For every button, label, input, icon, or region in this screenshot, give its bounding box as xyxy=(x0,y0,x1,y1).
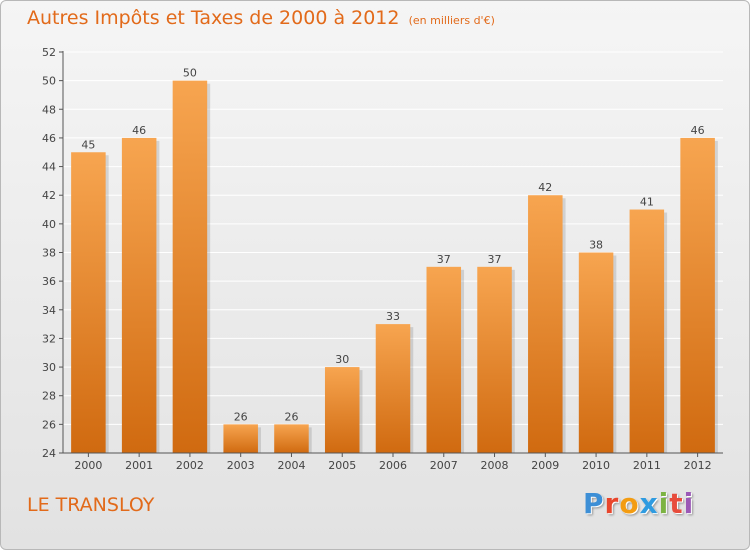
bar xyxy=(578,252,614,453)
y-tick-label: 52 xyxy=(42,46,56,59)
y-tick-label: 40 xyxy=(42,218,56,231)
data-label: 30 xyxy=(335,353,349,366)
x-tick-label: 2012 xyxy=(684,459,712,472)
y-tick-label: 50 xyxy=(42,75,56,88)
x-tick-label: 2004 xyxy=(277,459,305,472)
y-tick-label: 48 xyxy=(42,103,56,116)
bar xyxy=(680,137,715,453)
data-label: 46 xyxy=(132,124,146,137)
x-tick-label: 2002 xyxy=(176,459,204,472)
y-tick-label: 46 xyxy=(42,132,56,145)
data-label: 26 xyxy=(284,410,298,423)
bar xyxy=(528,195,563,453)
axes xyxy=(59,51,723,457)
logo-letter: o xyxy=(619,487,640,520)
data-label: 41 xyxy=(640,196,654,209)
y-tick-label: 34 xyxy=(42,304,56,317)
data-label: 46 xyxy=(691,124,705,137)
data-label: 26 xyxy=(234,410,248,423)
bar xyxy=(629,209,665,453)
x-tick-label: 2000 xyxy=(74,459,102,472)
bar xyxy=(121,137,157,453)
x-tick-label: 2007 xyxy=(430,459,458,472)
y-tick-label: 42 xyxy=(42,189,56,202)
logo-letter: i xyxy=(658,487,670,520)
bar xyxy=(324,367,360,453)
bar xyxy=(426,266,462,453)
x-tick-label: 2001 xyxy=(125,459,153,472)
y-tick-label: 28 xyxy=(42,390,56,403)
labels: 24 26 28 30 32 34 36 38 40 42 44 46 48 50 52 45 2000 46 20… xyxy=(42,46,712,472)
data-label: 37 xyxy=(488,253,502,266)
x-tick-label: 2009 xyxy=(531,459,559,472)
bar xyxy=(274,424,309,453)
data-label: 33 xyxy=(386,310,400,323)
data-label: 38 xyxy=(589,239,603,252)
commune-name: LE TRANSLOY xyxy=(27,494,155,516)
bar xyxy=(375,324,411,453)
y-tick-label: 24 xyxy=(42,447,56,460)
y-tick-label: 32 xyxy=(42,332,56,345)
data-label: 50 xyxy=(183,67,197,80)
x-tick-label: 2006 xyxy=(379,459,407,472)
proxiti-logo: Proxiti xyxy=(583,487,694,520)
chart-title-block: Autres Impôts et Taxes de 2000 à 2012 (e… xyxy=(27,7,495,29)
y-tick-label: 26 xyxy=(42,418,56,431)
chart-title: Autres Impôts et Taxes de 2000 à 2012 xyxy=(27,7,400,29)
x-tick-label: 2010 xyxy=(582,459,610,472)
logo-letter: P xyxy=(583,487,605,520)
logo-letter: r xyxy=(604,487,620,520)
data-label: 37 xyxy=(437,253,451,266)
logo-letter: i xyxy=(683,487,695,520)
x-tick-label: 2003 xyxy=(227,459,255,472)
x-tick-label: 2005 xyxy=(328,459,356,472)
y-tick-label: 38 xyxy=(42,247,56,260)
data-label: 42 xyxy=(538,181,552,194)
logo-letter: t xyxy=(669,487,684,520)
x-tick-label: 2011 xyxy=(633,459,661,472)
y-tick-label: 30 xyxy=(42,361,56,374)
bars xyxy=(71,80,718,454)
bar xyxy=(477,266,512,453)
y-tick-label: 36 xyxy=(42,275,56,288)
bar xyxy=(71,152,106,453)
chart-subtitle: (en milliers d'€) xyxy=(408,14,495,27)
y-tick-label: 44 xyxy=(42,161,56,174)
x-tick-label: 2008 xyxy=(481,459,509,472)
logo-letter: x xyxy=(639,487,659,520)
bar xyxy=(223,424,258,453)
data-label: 45 xyxy=(81,138,95,151)
bar xyxy=(172,80,208,454)
